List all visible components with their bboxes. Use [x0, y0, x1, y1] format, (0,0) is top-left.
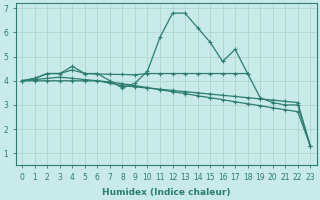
- X-axis label: Humidex (Indice chaleur): Humidex (Indice chaleur): [102, 188, 230, 197]
